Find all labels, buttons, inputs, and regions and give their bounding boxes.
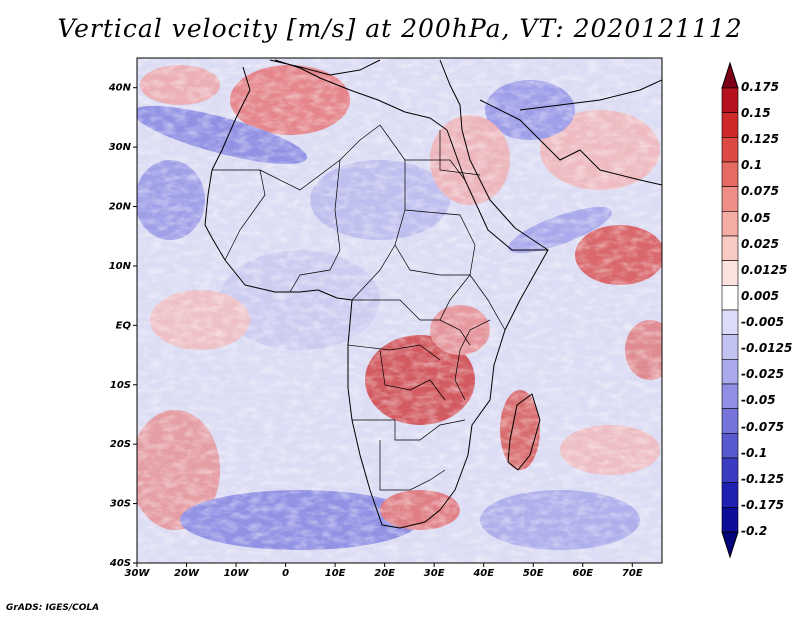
lon-tick-label: 30E (424, 568, 445, 579)
colorbar-label: 0.125 (741, 132, 779, 147)
colorbar-swatch (721, 433, 739, 459)
colorbar-swatch (721, 112, 739, 138)
colorbar-label: 0.075 (741, 184, 779, 199)
lat-tick-label: 30N (109, 142, 132, 153)
colorbar-swatch (721, 408, 739, 434)
colorbar-swatch (721, 334, 739, 360)
lon-tick-label: 60E (572, 568, 593, 579)
colorbar-label: -0.125 (741, 471, 784, 486)
colorbar (721, 61, 739, 559)
colorbar-swatch (721, 87, 739, 113)
colorbar-min-arrow (721, 531, 739, 559)
lat-tick-label: 10S (110, 380, 131, 391)
lon-tick-label: 70E (622, 568, 643, 579)
lat-tick-label: EQ (116, 320, 132, 331)
lon-tick-label: 20E (374, 568, 395, 579)
colorbar-label: -0.05 (741, 393, 776, 408)
lon-tick-label: 50E (523, 568, 544, 579)
colorbar-swatch (721, 359, 739, 385)
colorbar-label: -0.025 (741, 367, 784, 382)
colorbar-label: 0.1 (741, 158, 763, 173)
colorbar-label: -0.005 (741, 315, 784, 330)
chart-title: Vertical velocity [m/s] at 200hPa, VT: 2… (57, 14, 743, 43)
colorbar-swatch (721, 507, 739, 533)
longitude-axis: 30W 20W 10W 0 10E 20E 30E 40E 50E 60E 70E (125, 563, 643, 579)
colorbar-swatch (721, 383, 739, 409)
lon-tick-label: 10W (224, 568, 250, 579)
lon-tick-label: 30W (125, 568, 151, 579)
colorbar-swatch (721, 186, 739, 212)
colorbar-label: -0.2 (741, 524, 768, 538)
footer-credit: GrADS: IGES/COLA (6, 603, 100, 613)
colorbar-swatch (721, 285, 739, 311)
colorbar-swatch (721, 161, 739, 187)
colorbar-label: 0.15 (741, 106, 771, 121)
colorbar-label: -0.175 (741, 497, 784, 512)
latitude-axis: 40N 30N 20N 10N EQ 10S 20S 30S 40S (108, 83, 137, 569)
lat-tick-label: 40N (108, 83, 132, 94)
colorbar-max-arrow (721, 61, 739, 89)
lon-tick-label: 10E (325, 568, 346, 579)
colorbar-label: 0.175 (741, 80, 779, 94)
lon-tick-label: 0 (282, 568, 289, 579)
colorbar-label: 0.05 (741, 210, 771, 225)
lat-tick-label: 20S (110, 439, 131, 450)
colorbar-swatch (721, 309, 739, 335)
colorbar-label: -0.1 (741, 445, 768, 460)
lat-tick-label: 30S (110, 499, 131, 510)
colorbar-swatch (721, 260, 739, 286)
lat-tick-label: 40S (109, 558, 131, 569)
map-frame (136, 57, 663, 564)
lon-tick-label: 20W (174, 568, 200, 579)
velocity-field (137, 58, 662, 563)
colorbar-swatch (721, 457, 739, 483)
lat-tick-label: 20N (109, 202, 132, 213)
colorbar-swatch (721, 482, 739, 508)
colorbar-label: 0.025 (741, 236, 779, 251)
colorbar-label: 0.005 (741, 288, 779, 303)
colorbar-label: -0.075 (741, 419, 784, 434)
colorbar-label: 0.0125 (741, 262, 788, 277)
lon-tick-label: 40E (472, 568, 494, 579)
country-borders (212, 124, 506, 491)
colorbar-swatch (721, 137, 739, 163)
lat-tick-label: 10N (109, 261, 132, 272)
colorbar-swatch (721, 235, 739, 261)
colorbar-swatch (721, 211, 739, 237)
colorbar-label: -0.0125 (741, 341, 793, 356)
coastlines (204, 59, 662, 529)
